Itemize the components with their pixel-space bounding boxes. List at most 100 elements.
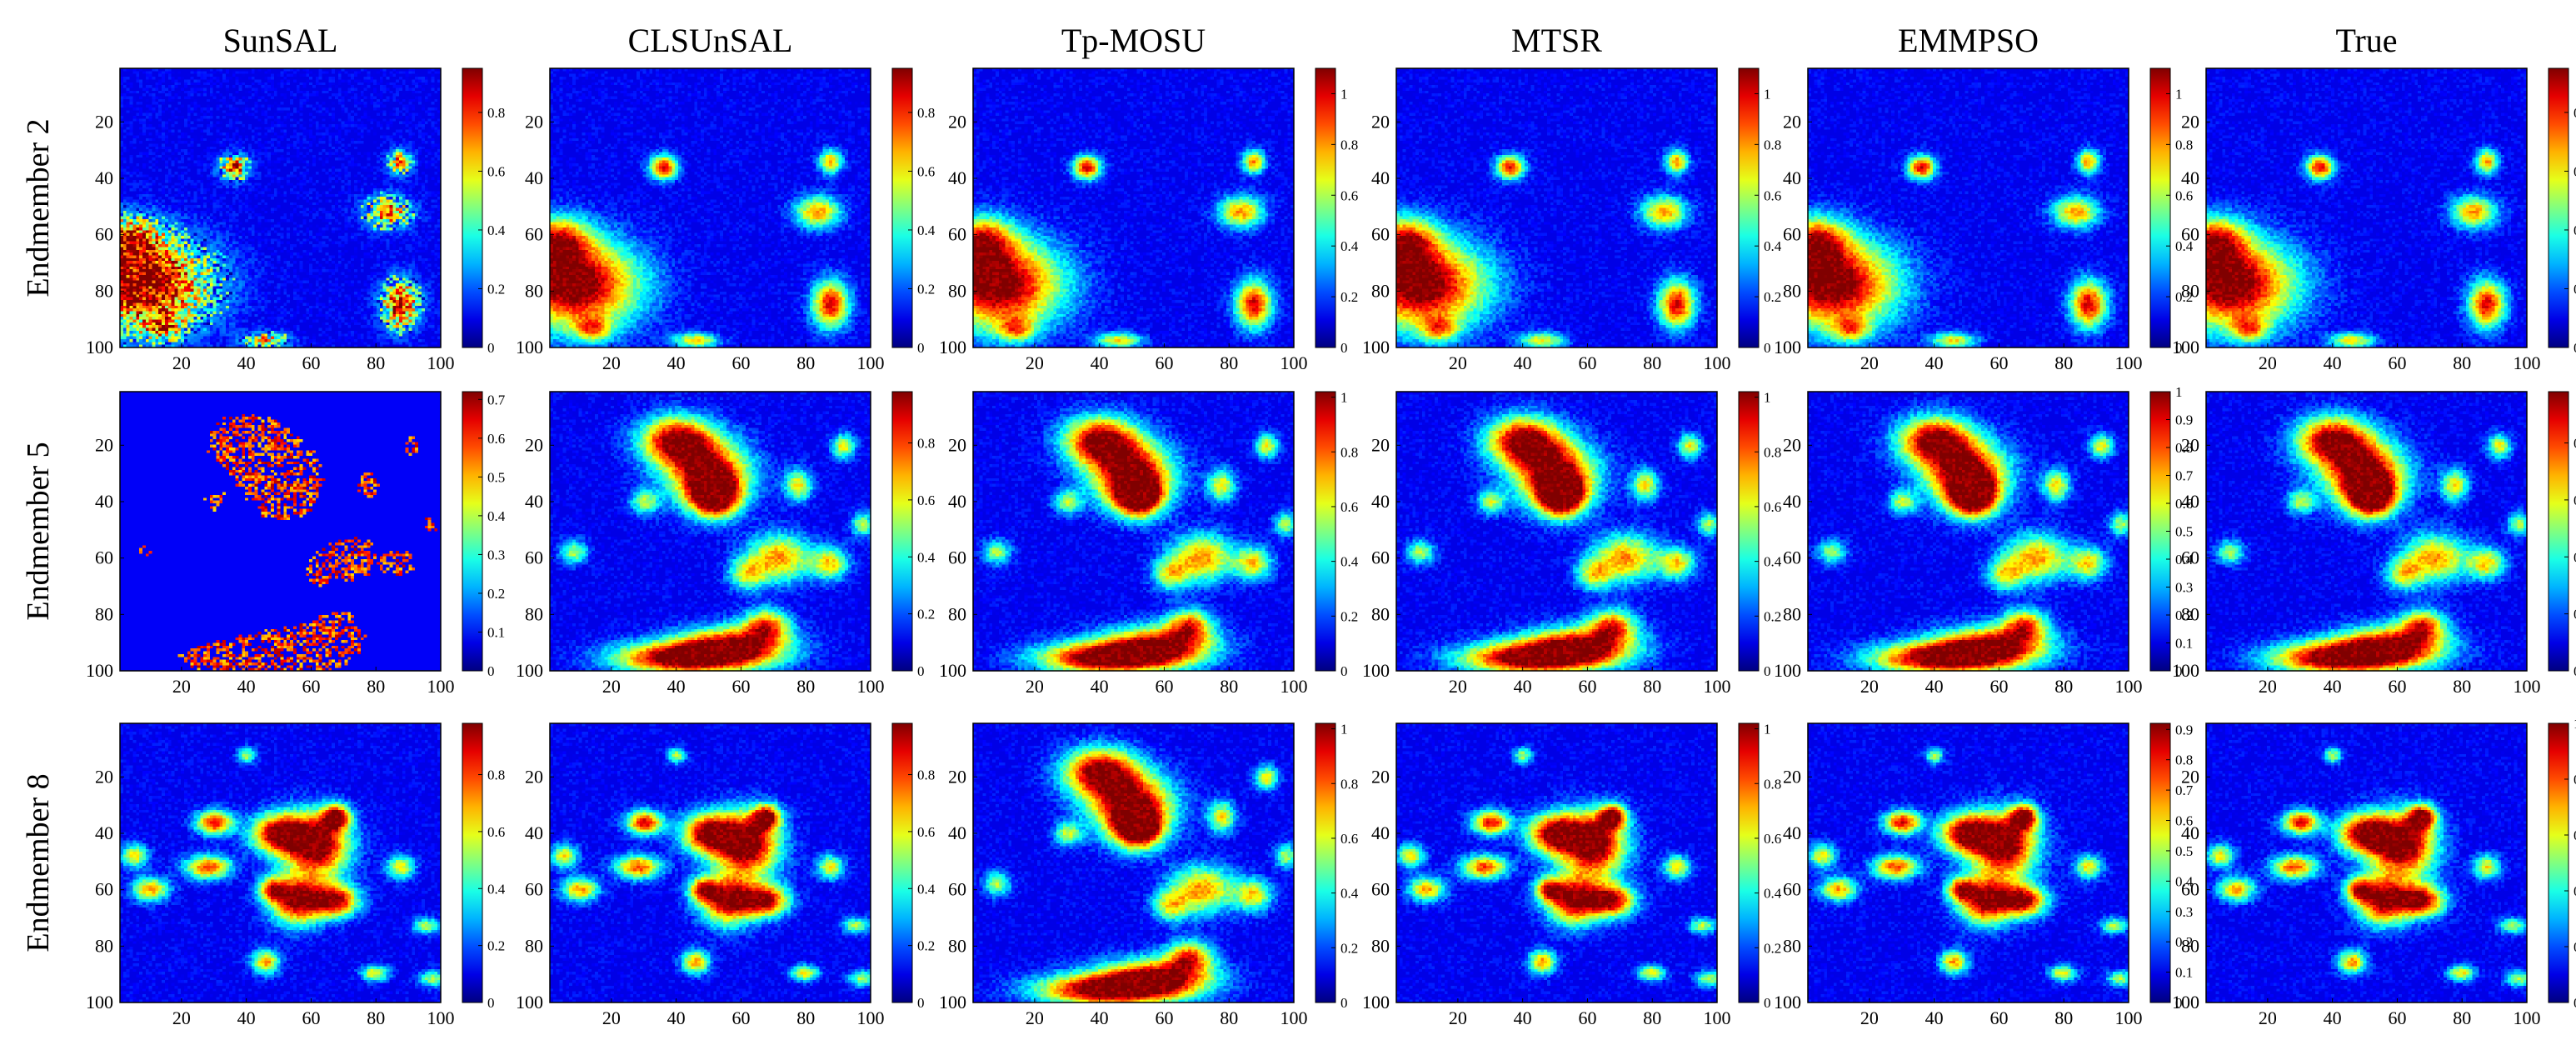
colorbar-tick-label: 0.6 <box>487 824 505 840</box>
colorbar-tick-label: 0.8 <box>917 768 935 783</box>
colorbar-tick-label: 0.2 <box>917 281 935 297</box>
y-tick-label: 20 <box>2181 111 2199 132</box>
x-tick-label: 20 <box>602 1008 621 1028</box>
colorbar-tick-label: 0.1 <box>2175 636 2193 652</box>
y-tick-label: 80 <box>1371 603 1390 624</box>
colorbar-tick-label: 0.8 <box>2175 752 2193 768</box>
x-tick-label: 60 <box>1578 1008 1596 1028</box>
y-tick-label: 100 <box>939 660 966 681</box>
colorbar <box>2548 68 2569 348</box>
abundance-heatmap <box>1396 392 1717 671</box>
x-tick-label: 60 <box>302 676 320 697</box>
y-tick-label: 60 <box>2181 548 2199 568</box>
x-tick-label: 80 <box>2453 676 2471 697</box>
y-tick-label: 80 <box>95 935 113 956</box>
colorbar-tick-label: 0.8 <box>2175 137 2193 152</box>
x-tick-label: 60 <box>731 676 750 697</box>
x-tick-label: 60 <box>2388 352 2406 373</box>
x-tick-label: 20 <box>172 352 191 373</box>
axis-frame <box>549 391 871 672</box>
x-tick-label: 40 <box>1091 1008 1109 1028</box>
x-tick-label: 100 <box>427 676 455 697</box>
abundance-heatmap <box>120 723 441 1002</box>
colorbar-tick-label: 0.9 <box>2175 722 2193 738</box>
colorbar-tick-label: 0.9 <box>2175 412 2193 428</box>
x-tick-label: 100 <box>2115 676 2143 697</box>
y-tick-label: 60 <box>95 879 113 900</box>
x-tick-label: 80 <box>2054 1008 2073 1028</box>
y-tick-label: 60 <box>525 879 543 900</box>
colorbar-tick-label: 1 <box>2175 384 2183 400</box>
colorbar <box>2548 722 2569 1003</box>
axis-frame <box>549 68 871 348</box>
y-tick-label: 80 <box>1783 935 1801 956</box>
row-label: Endmember 2 <box>21 118 56 297</box>
abundance-heatmap <box>120 392 441 671</box>
x-tick-label: 40 <box>2324 1008 2342 1028</box>
axis-frame <box>1395 722 1718 1003</box>
x-tick-label: 80 <box>1220 352 1238 373</box>
x-tick-label: 20 <box>172 676 191 697</box>
colorbar-tick-label: 0.8 <box>2175 440 2193 456</box>
colorbar-tick-label: 0.6 <box>1340 831 1358 847</box>
x-tick-label: 100 <box>1281 352 1308 373</box>
column-title: True <box>2335 22 2397 59</box>
colorbar-tick-label: 0.8 <box>1340 137 1358 152</box>
colorbar-tick-label: 0.4 <box>2175 238 2194 254</box>
y-tick-label: 20 <box>2181 766 2199 787</box>
colorbar-tick-label: 1 <box>1340 390 1348 406</box>
x-tick-label: 80 <box>1643 676 1661 697</box>
y-tick-label: 80 <box>1371 935 1390 956</box>
colorbar-tick-label: 0.2 <box>917 938 935 954</box>
y-tick-label: 80 <box>948 603 966 624</box>
x-tick-label: 80 <box>1220 1008 1238 1028</box>
x-tick-label: 80 <box>2054 676 2073 697</box>
x-tick-label: 20 <box>1026 676 1044 697</box>
y-tick-label: 80 <box>1783 280 1801 301</box>
colorbar-tick-label: 0.8 <box>487 768 505 783</box>
abundance-heatmap <box>550 68 871 348</box>
colorbar <box>2548 391 2569 672</box>
colorbar-tick-label: 0 <box>1340 340 1348 356</box>
colorbar-tick-label: 1 <box>1340 86 1348 102</box>
axis-frame <box>549 722 871 1003</box>
y-tick-label: 40 <box>948 491 966 512</box>
colorbar-tick-label: 0.4 <box>487 508 506 524</box>
y-tick-label: 100 <box>2172 992 2199 1012</box>
abundance-heatmap <box>550 723 871 1002</box>
colorbar-tick-label: 0.8 <box>487 105 505 121</box>
y-tick-label: 100 <box>1774 992 1801 1012</box>
y-tick-label: 60 <box>1783 224 1801 245</box>
y-tick-label: 20 <box>525 434 543 455</box>
x-tick-label: 20 <box>602 676 621 697</box>
axis-frame <box>972 68 1295 348</box>
colorbar-tick-label: 0.5 <box>2175 843 2193 859</box>
y-tick-label: 40 <box>1783 491 1801 512</box>
y-tick-label: 40 <box>948 168 966 188</box>
x-tick-label: 100 <box>2514 676 2541 697</box>
column-title: SunSAL <box>223 22 338 59</box>
x-tick-label: 20 <box>1860 676 1879 697</box>
colorbar-tick-label: 0.2 <box>2175 608 2193 623</box>
colorbar-tick-label: 0 <box>917 340 925 356</box>
colorbar-tick-label: 0.4 <box>2574 549 2576 565</box>
x-tick-label: 60 <box>1155 676 1173 697</box>
x-tick-label: 100 <box>1704 676 1731 697</box>
colorbar-tick-label: 0.2 <box>2574 281 2576 297</box>
column-title: CLSUnSAL <box>628 22 793 59</box>
y-tick-label: 80 <box>95 603 113 624</box>
x-tick-label: 100 <box>2514 352 2541 373</box>
y-tick-label: 40 <box>95 491 113 512</box>
abundance-heatmap <box>1396 68 1717 348</box>
colorbar-tick-label: 0.2 <box>2175 289 2193 305</box>
x-tick-label: 20 <box>1026 1008 1044 1028</box>
y-tick-label: 60 <box>525 224 543 245</box>
axis-frame <box>1395 68 1718 348</box>
colorbar-tick-label: 0.6 <box>1340 188 1358 203</box>
colorbar <box>2149 722 2171 1003</box>
y-tick-label: 60 <box>1783 879 1801 900</box>
abundance-heatmap <box>973 392 1294 671</box>
colorbar-tick-label: 0.8 <box>2574 105 2576 121</box>
x-tick-label: 80 <box>367 1008 385 1028</box>
colorbar-tick-label: 0.6 <box>2175 188 2193 203</box>
